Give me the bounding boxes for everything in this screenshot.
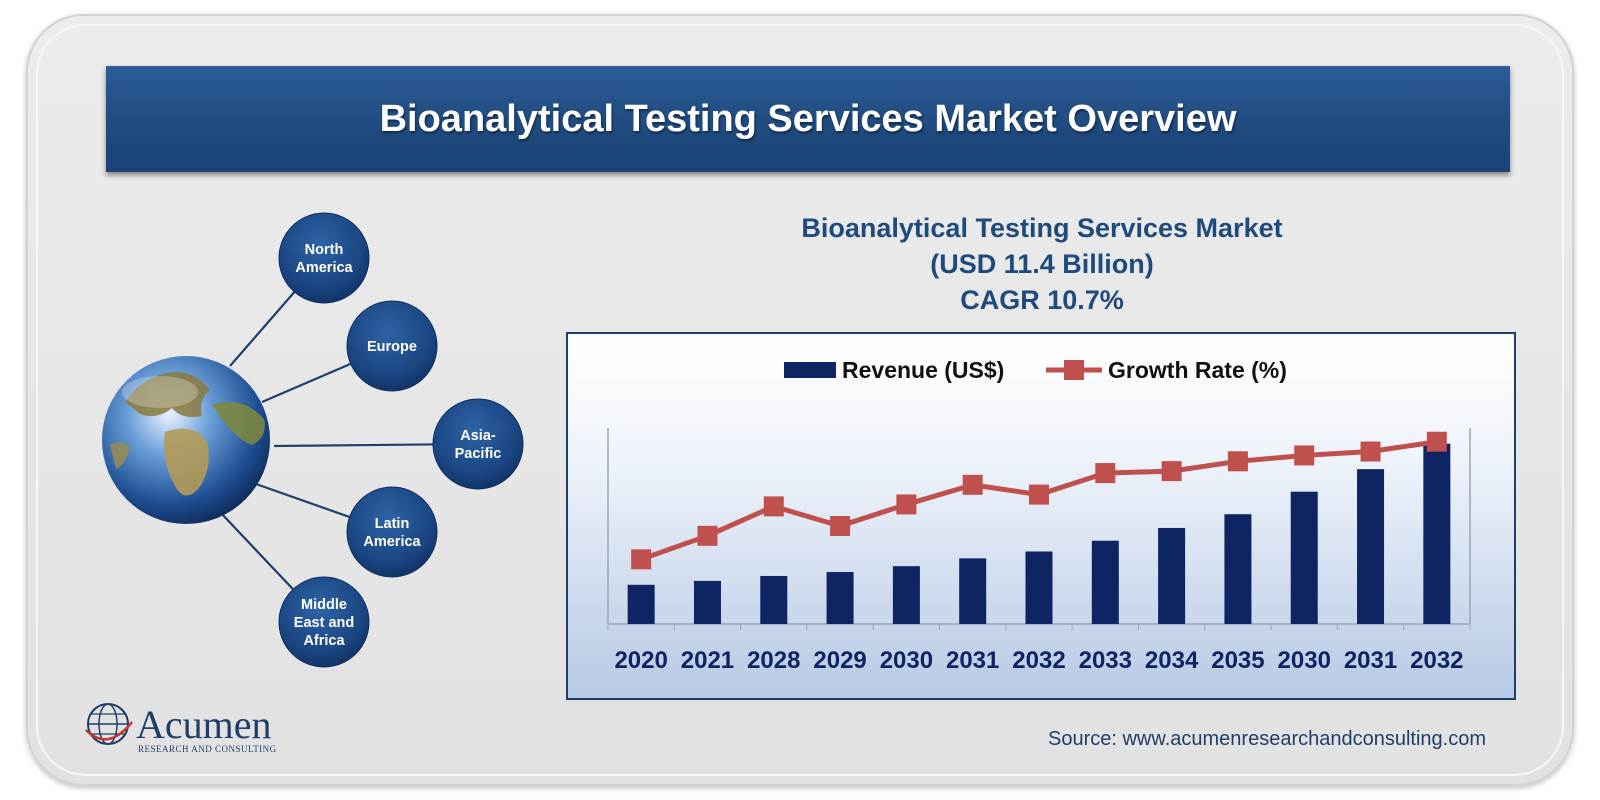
x-tick-label: 2034 [1145,647,1199,674]
x-tick-label: 2030 [880,647,933,674]
bar-2031-11 [1357,469,1385,624]
region-label-line: America [363,534,421,550]
chart-title-line-3: CAGR 10.7% [960,285,1124,315]
growth-marker-4 [896,494,917,515]
region-middle-east-africa: Middle East and Africa [278,576,370,668]
growth-marker-11 [1360,441,1381,462]
x-tick-label: 2032 [1012,647,1065,674]
globe-icon [102,356,270,524]
legend-revenue-swatch [784,362,836,378]
logo-wordmark: Acumen [136,702,272,747]
growth-marker-2 [763,496,784,517]
connector-asia-pacific [273,443,445,448]
region-label-line: East and [294,615,354,631]
region-label-line: Europe [367,339,417,355]
legend-revenue-label: Revenue (US$) [842,357,1004,383]
bar-2020-0 [627,584,655,624]
legend-growth-marker [1064,360,1084,380]
x-tick-label: 2031 [946,647,999,674]
globe-logo-icon [85,703,133,745]
growth-marker-5 [962,474,983,495]
region-europe: Europe [346,300,438,392]
chart-legend: Revenue (US$) Growth Rate (%) [784,357,1287,383]
title-banner: Bioanalytical Testing Services Market Ov… [106,66,1510,172]
bar-2032-12 [1423,443,1451,624]
bar-2028-2 [760,575,788,624]
connector-middle-east-africa [219,511,302,599]
growth-marker-12 [1426,431,1447,452]
source-credit: Source: www.acumenresearchandconsulting.… [1048,728,1486,750]
frame-inner-border [36,24,1564,776]
region-label-line: Asia- [460,428,496,444]
x-tick-label: 2021 [681,647,734,674]
bar-2030-4 [892,566,920,624]
bar-2031-5 [959,558,987,624]
region-label-line: Middle [301,597,347,613]
bar-2030-10 [1290,491,1318,624]
x-tick-label: 2030 [1278,647,1331,674]
acumen-logo: Acumen RESEARCH AND CONSULTING [85,702,277,754]
growth-marker-10 [1294,445,1315,466]
chart-title: Bioanalytical Testing Services Market (U… [566,210,1518,318]
x-tick-label: 2020 [614,647,667,674]
growth-marker-0 [631,549,652,570]
x-tick-label: 2031 [1344,647,1397,674]
connector-latin-america [255,482,361,522]
connector-europe [261,358,362,404]
x-tick-label: 2028 [747,647,800,674]
regions-diagram: North America Europe Asia- Pacific Latin Ameri… [102,212,524,668]
bar-2033-7 [1091,540,1119,624]
bar-2034-8 [1158,527,1186,624]
chart-title-line-2: (USD 11.4 Billion) [930,249,1154,279]
region-latin-america: Latin America [346,486,438,578]
region-label-line: Latin [375,516,410,532]
growth-marker-8 [1161,461,1182,482]
growth-marker-9 [1227,451,1248,472]
region-asia-pacific: Asia- Pacific [432,398,524,490]
region-label-line: Pacific [455,446,502,462]
region-label-line: America [295,260,353,276]
x-tick-label: 2032 [1410,647,1463,674]
chart-title-line-1: Bioanalytical Testing Services Market [801,213,1283,243]
bar-2032-6 [1025,551,1053,624]
chart-panel: 2020 2021 2028 2029 2030 2031 2032 2033 2034 2035… [566,332,1516,700]
bar-2035-9 [1224,514,1252,624]
bar-2021-1 [693,580,721,624]
region-north-america: North America [278,212,370,304]
region-label-line: Africa [303,633,345,649]
growth-marker-7 [1095,463,1116,484]
legend-growth-label: Growth Rate (%) [1108,357,1287,383]
region-label-line: North [305,242,344,258]
growth-marker-3 [830,516,851,536]
connector-north-america [229,282,303,367]
growth-marker-6 [1029,484,1049,505]
logo-tagline: RESEARCH AND CONSULTING [138,744,277,754]
page-title: Bioanalytical Testing Services Market Ov… [379,97,1237,140]
market-chart: 2020 2021 2028 2029 2030 2031 2032 2033 2034 2035… [607,357,1471,674]
x-tick-label: 2029 [813,647,866,674]
bar-2029-3 [826,572,854,624]
x-tick-label: 2035 [1211,647,1264,674]
x-tick-label: 2033 [1079,647,1132,674]
growth-marker-1 [697,525,718,546]
